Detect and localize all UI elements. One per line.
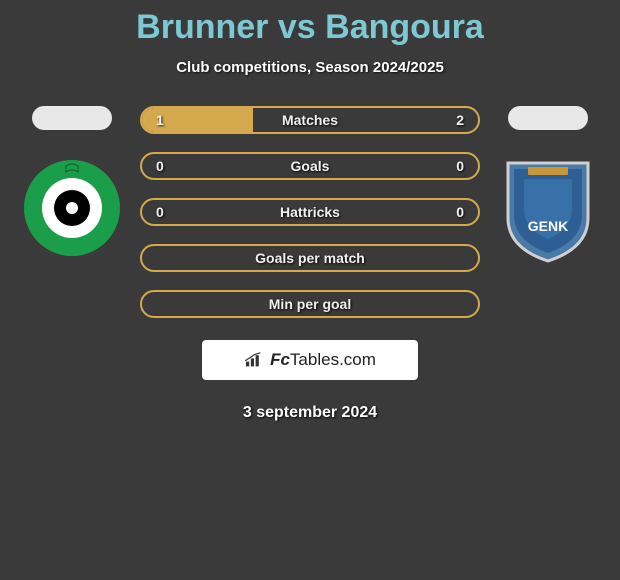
stat-row-hattricks: 0 Hattricks 0 bbox=[140, 198, 480, 226]
stat-right-value: 2 bbox=[444, 112, 464, 128]
vs-text: vs bbox=[278, 8, 316, 46]
brand-fc: Fc bbox=[270, 350, 290, 369]
cercle-brugge-icon bbox=[22, 158, 122, 258]
stat-left-value: 0 bbox=[156, 158, 176, 174]
right-side: GENK bbox=[498, 106, 598, 258]
date-text: 3 september 2024 bbox=[0, 404, 620, 422]
stat-row-matches: 1 Matches 2 bbox=[140, 106, 480, 134]
club-badge-left bbox=[22, 158, 122, 258]
stat-row-gpm: Goals per match bbox=[140, 244, 480, 272]
stat-right-value: 0 bbox=[444, 204, 464, 220]
player2-pill bbox=[508, 106, 588, 130]
stat-label: Goals per match bbox=[255, 250, 365, 266]
stat-label: Hattricks bbox=[280, 204, 340, 220]
stat-right-value: 0 bbox=[444, 158, 464, 174]
stat-label: Goals bbox=[291, 158, 330, 174]
comparison-area: 1 Matches 2 0 Goals 0 0 Hattricks 0 Goal… bbox=[0, 106, 620, 318]
svg-text:GENK: GENK bbox=[528, 218, 568, 234]
chart-icon bbox=[244, 352, 264, 368]
stat-label: Min per goal bbox=[269, 296, 351, 312]
stat-label: Matches bbox=[282, 112, 338, 128]
stats-column: 1 Matches 2 0 Goals 0 0 Hattricks 0 Goal… bbox=[140, 106, 480, 318]
stat-row-goals: 0 Goals 0 bbox=[140, 152, 480, 180]
genk-icon: GENK bbox=[498, 153, 598, 263]
left-side bbox=[22, 106, 122, 258]
player1-name: Brunner bbox=[136, 8, 268, 46]
player1-pill bbox=[32, 106, 112, 130]
brand-text: FcTables.com bbox=[270, 350, 376, 370]
stat-left-value: 0 bbox=[156, 204, 176, 220]
page-title: Brunner vs Bangoura bbox=[0, 8, 620, 47]
subtitle: Club competitions, Season 2024/2025 bbox=[0, 59, 620, 76]
player2-name: Bangoura bbox=[325, 8, 484, 46]
branding-box[interactable]: FcTables.com bbox=[202, 340, 418, 380]
main-container: Brunner vs Bangoura Club competitions, S… bbox=[0, 0, 620, 422]
club-badge-right: GENK bbox=[498, 158, 598, 258]
stat-left-value: 1 bbox=[156, 112, 176, 128]
brand-rest: Tables.com bbox=[290, 350, 376, 369]
stat-row-mpg: Min per goal bbox=[140, 290, 480, 318]
